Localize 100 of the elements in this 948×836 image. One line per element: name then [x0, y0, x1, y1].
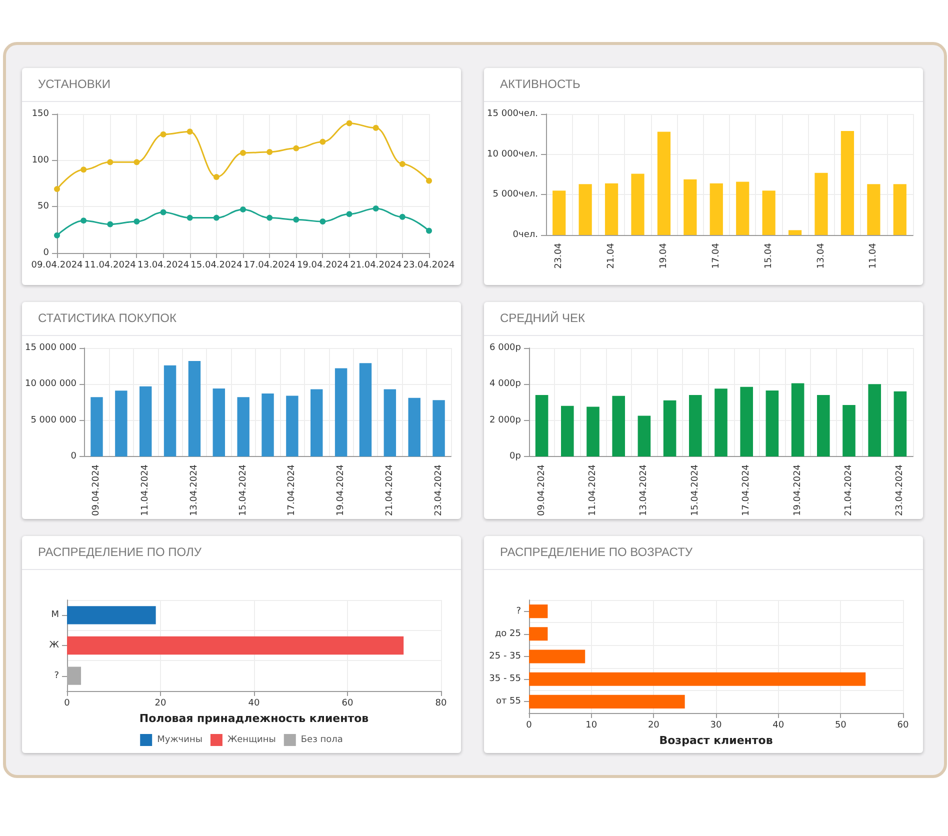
bar [762, 190, 776, 235]
point [346, 120, 352, 126]
point [186, 128, 193, 135]
bar [788, 230, 802, 235]
x-tick-label: 50 [834, 720, 847, 730]
x-tick-label: 15.04 [764, 242, 774, 269]
point [240, 150, 246, 156]
x-tick-label: 21.04 [606, 242, 617, 269]
y-tick-label: 0р [510, 451, 522, 462]
point [399, 161, 406, 168]
point [54, 186, 60, 192]
x-tick-label: 19.04.2024 [296, 260, 349, 270]
x-tick-label: 17.04.2024 [287, 464, 298, 516]
bar [710, 183, 723, 235]
y-tick-label: ? [54, 670, 60, 681]
point [372, 206, 379, 212]
y-tick-label: 35 - 55 [489, 674, 521, 684]
bar [663, 400, 676, 456]
x-tick-label: 19.04.2024 [792, 464, 803, 516]
y-tick-label: 100 [32, 155, 50, 166]
x-tick-label: 23.04.2024 [895, 464, 906, 516]
x-tick-label: 21.04.2024 [384, 464, 395, 516]
x-tick-label: 23.04.2024 [434, 464, 444, 516]
y-tick-label: ? [516, 606, 522, 616]
x-tick-label: 17.04 [711, 242, 722, 269]
y-tick-label: 150 [32, 109, 50, 119]
point [80, 218, 87, 224]
bar [408, 398, 420, 456]
x-axis-title: Половая принадлежность клиентов [139, 712, 369, 725]
bar [164, 365, 176, 456]
legend-label: Женщины [227, 735, 276, 745]
x-tick-label: 13.04.2024 [189, 464, 200, 516]
point [80, 166, 87, 173]
y-tick-label: 5 000чел. [492, 190, 538, 200]
bar [140, 386, 152, 456]
point [160, 131, 166, 138]
point [213, 214, 220, 221]
bar [604, 183, 618, 235]
point [213, 174, 220, 180]
point [320, 218, 326, 224]
bar [535, 395, 548, 456]
x-tick-label: 20 [154, 698, 166, 708]
bar [237, 397, 250, 456]
bar [432, 400, 445, 456]
bar [893, 184, 906, 235]
bar [714, 388, 728, 456]
point [293, 216, 300, 223]
chart-title: УСТАНОВКИ [22, 68, 461, 102]
x-tick-label: 80 [435, 698, 447, 708]
point [372, 124, 379, 131]
bar [552, 190, 566, 235]
x-tick-label: 60 [897, 720, 909, 730]
legend-label: Мужчины [157, 735, 202, 745]
x-tick-label: 60 [342, 698, 354, 708]
x-tick-label: 23.04 [554, 242, 564, 269]
bar [894, 391, 907, 456]
point [134, 159, 140, 166]
point [266, 148, 273, 155]
y-tick-label: Ж [49, 640, 60, 650]
chart-title: РАСПРЕДЕЛЕНИЕ ПО ПОЛУ [22, 536, 461, 570]
chart-title: СРЕДНИЙ ЧЕК [484, 302, 923, 336]
x-tick-label: 13.04.2024 [138, 260, 190, 270]
x-tick-label: 21.04.2024 [350, 260, 402, 270]
bar [791, 383, 804, 456]
x-tick-label: 13.04.2024 [639, 464, 650, 516]
x-tick-label: 19.04 [658, 242, 669, 269]
bar [657, 132, 671, 235]
bar [586, 406, 600, 456]
bar [612, 396, 625, 456]
bar [529, 650, 586, 664]
point [107, 159, 114, 166]
bar [334, 368, 348, 456]
x-tick-label: 11.04.2024 [140, 464, 151, 516]
x-tick-label: 09.04.2024 [31, 260, 84, 270]
x-tick-label: 40 [248, 698, 260, 708]
chart-title: АКТИВНОСТЬ [484, 68, 923, 102]
y-tick-label: 15 000чел. [487, 109, 538, 119]
point [186, 214, 193, 221]
point [107, 221, 114, 228]
bar [840, 130, 854, 235]
x-tick-label: 09.04.2024 [536, 464, 547, 516]
x-tick-label: 0 [64, 698, 70, 708]
point [134, 218, 140, 224]
y-tick-label: 2 000р [490, 415, 522, 426]
bar [689, 395, 702, 456]
y-tick-label: до 25 [494, 628, 521, 639]
y-tick-label: 10 000чел. [487, 149, 538, 160]
bar [262, 394, 274, 456]
x-tick-label: 13.04 [816, 242, 826, 269]
x-tick-label: 40 [772, 720, 784, 730]
point [54, 232, 60, 238]
bar [817, 395, 830, 456]
y-tick-label: 0 [70, 451, 77, 462]
bar [90, 397, 103, 456]
bar [868, 384, 881, 456]
bar [561, 406, 574, 456]
point [240, 206, 246, 212]
point [426, 228, 432, 234]
bar [578, 184, 592, 235]
chart-title: РАСПРЕДЕЛЕНИЕ ПО ВОЗРАСТУ [484, 536, 923, 570]
